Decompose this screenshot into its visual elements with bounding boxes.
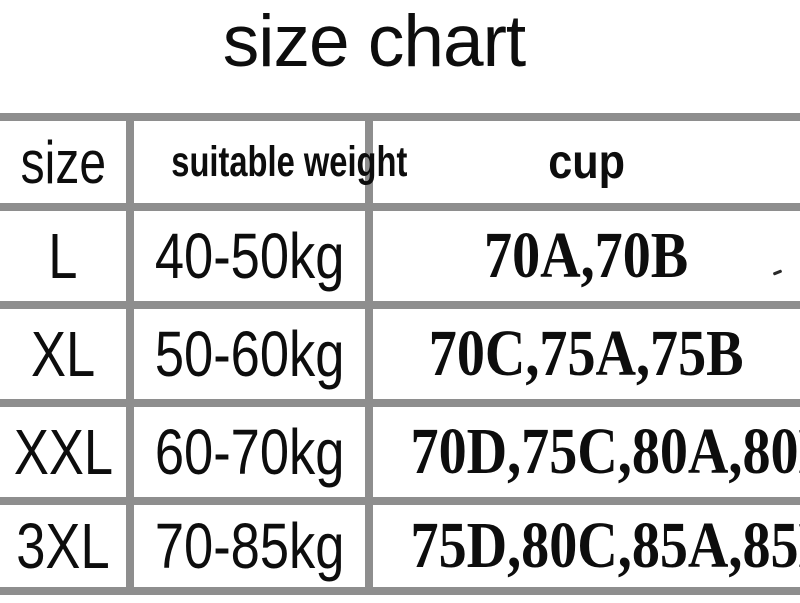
header-row: size suitable weight cup (0, 113, 800, 211)
table-row-xl: XL 50-60kg 70C,75A,75B (0, 301, 800, 407)
table-row-3xl: 3XL 70-85kg 75D,80C,85A,85B (0, 497, 800, 595)
weight-cell: 60-70kg (126, 399, 373, 505)
table-row-l: L 40-50kg 70A,70B (0, 203, 800, 309)
cup-cell: 70C,75A,75B (365, 301, 800, 407)
table-row-xxl: XXL 60-70kg 70D,75C,80A,80B (0, 399, 800, 505)
column-header-weight: suitable weight (126, 113, 407, 211)
size-cell: 3XL (0, 497, 134, 595)
column-header-size: size (0, 113, 134, 211)
cup-cell: 70D,75C,80A,80B (365, 399, 800, 505)
size-chart-table: size suitable weight cup L 40-50kg 70A,7… (0, 113, 800, 595)
cup-cell: 75D,80C,85A,85B (365, 497, 800, 595)
weight-cell: 70-85kg (126, 497, 373, 595)
size-cell: XL (0, 301, 134, 407)
cup-cell: 70A,70B (365, 203, 800, 309)
weight-cell: 50-60kg (126, 301, 373, 407)
page-title: size chart (222, 1, 526, 82)
size-cell: L (0, 203, 134, 309)
column-header-cup: cup (365, 113, 800, 211)
weight-cell: 40-50kg (126, 203, 373, 309)
size-cell: XXL (0, 399, 134, 505)
